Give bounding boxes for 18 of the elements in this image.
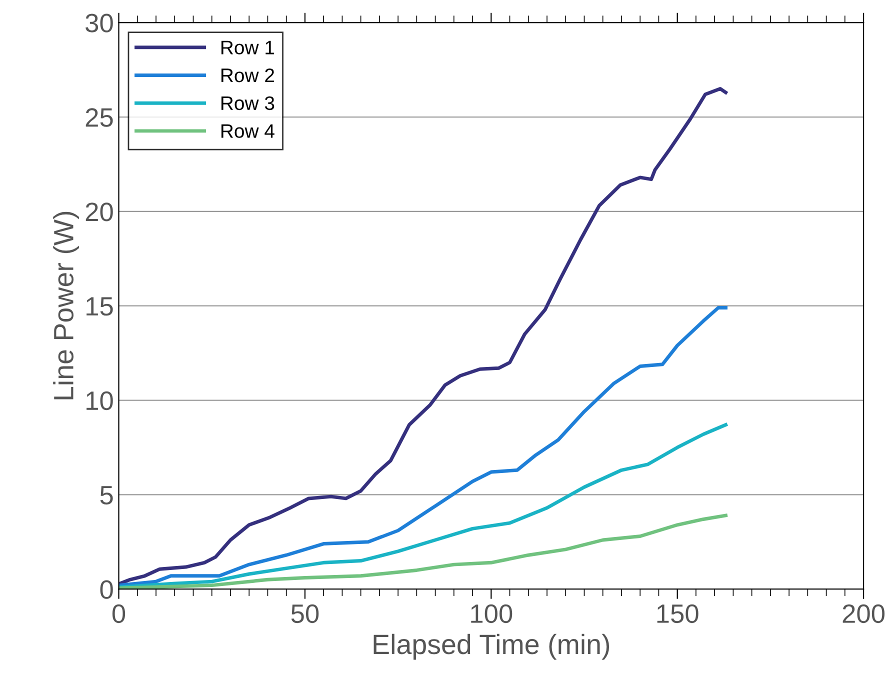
legend-label: Row 2 [221,68,274,82]
x-tick-label: 0 [112,604,126,624]
x-tick-label: 150 [657,604,698,624]
y-tick-label: 30 [86,14,113,32]
legend-label: Row 4 [221,124,274,138]
y-tick-label: 25 [86,108,113,127]
x-tick-label: 50 [291,604,319,624]
x-tick-label: 200 [842,604,885,624]
legend-label: Row 1 [221,40,274,54]
y-tick-label: 15 [86,297,113,316]
y-tick-label: 5 [100,486,113,505]
y-tick-label: 20 [86,202,113,222]
y-axis-title: Line Power (W) [53,212,79,400]
y-tick-label: 0 [100,580,113,599]
x-tick-label: 100 [471,604,512,624]
x-axis-title: Elapsed Time (min) [374,634,610,660]
legend-label: Row 3 [221,96,274,110]
y-tick-label: 10 [86,391,113,410]
